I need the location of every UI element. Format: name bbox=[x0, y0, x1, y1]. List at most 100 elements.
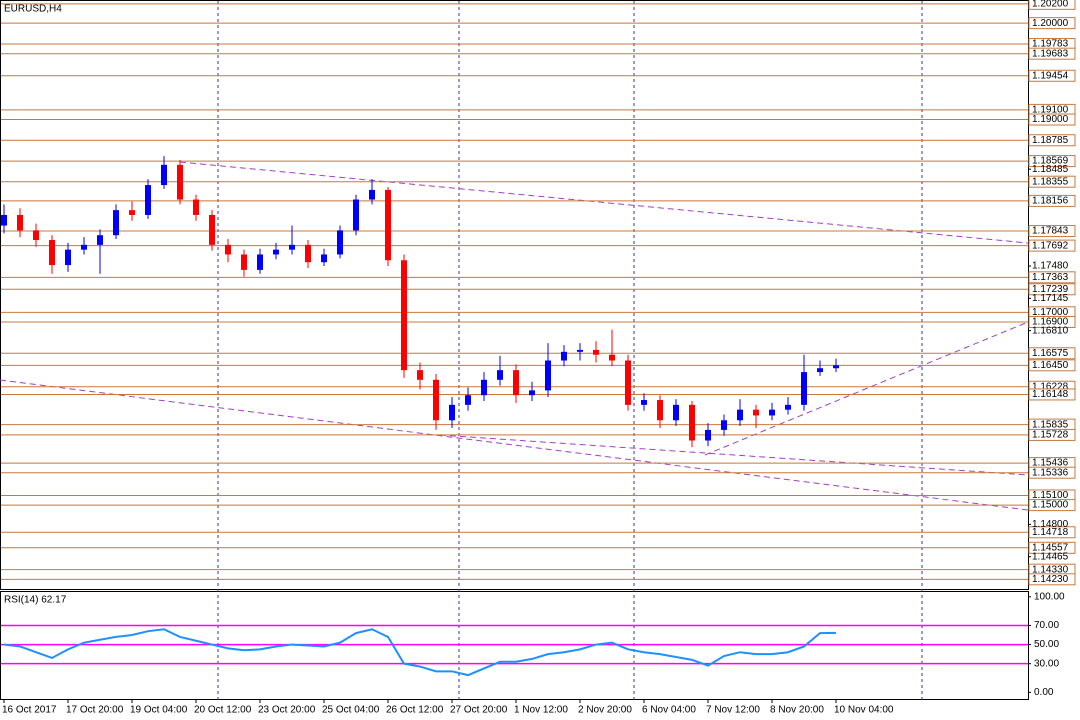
level-label-box bbox=[1028, 175, 1076, 188]
candle-body bbox=[305, 244, 311, 263]
trend-lines bbox=[0, 161, 1029, 511]
level-label: 1.16450 bbox=[1032, 360, 1069, 371]
candle-body bbox=[513, 370, 519, 396]
rsi-title: RSI(14) 62.17 bbox=[4, 595, 67, 606]
candle-body bbox=[785, 404, 791, 410]
candle-body bbox=[833, 365, 839, 369]
price-pane bbox=[0, 0, 1029, 590]
level-label: 1.18785 bbox=[1032, 135, 1069, 146]
candle-body bbox=[481, 379, 487, 396]
candle-body bbox=[593, 349, 599, 355]
candle-body bbox=[273, 249, 279, 255]
x-tick-label: 27 Oct 20:00 bbox=[450, 705, 508, 716]
level-label-box bbox=[1028, 194, 1076, 207]
candle-body bbox=[625, 360, 631, 405]
candle-body bbox=[97, 235, 103, 245]
level-label: 1.18156 bbox=[1032, 196, 1069, 207]
candle-body bbox=[497, 370, 503, 380]
candle-body bbox=[385, 189, 391, 261]
candle-body bbox=[225, 244, 231, 255]
candle-body bbox=[81, 244, 87, 250]
level-label: 1.19100 bbox=[1032, 105, 1069, 116]
level-label: 1.17000 bbox=[1032, 307, 1069, 318]
candle-body bbox=[353, 199, 359, 231]
candle-body bbox=[1, 214, 7, 226]
candle-body bbox=[65, 249, 71, 266]
level-label-box bbox=[1028, 0, 1076, 10]
candle-body bbox=[433, 379, 439, 421]
y-tick-label: 1.18485 bbox=[1032, 164, 1069, 175]
level-label: 1.15436 bbox=[1032, 458, 1069, 469]
level-label: 1.14330 bbox=[1032, 564, 1069, 575]
candle-body bbox=[817, 368, 823, 373]
x-tick-label: 2 Nov 20:00 bbox=[578, 705, 632, 716]
x-tick-label: 6 Nov 04:00 bbox=[642, 705, 696, 716]
level-label-box bbox=[1028, 315, 1076, 328]
x-tick-label: 20 Oct 12:00 bbox=[194, 705, 252, 716]
level-label: 1.18355 bbox=[1032, 176, 1069, 187]
candle-body bbox=[609, 354, 615, 361]
level-label: 1.17843 bbox=[1032, 226, 1069, 237]
level-label-box bbox=[1028, 17, 1076, 30]
x-tick-label: 25 Oct 04:00 bbox=[322, 705, 380, 716]
candle-body bbox=[33, 230, 39, 241]
candle-body bbox=[689, 404, 695, 441]
candle-body bbox=[673, 404, 679, 421]
level-label: 1.17239 bbox=[1032, 284, 1069, 295]
level-label-box bbox=[1028, 499, 1076, 512]
level-label-box bbox=[1028, 573, 1076, 586]
level-label: 1.14230 bbox=[1032, 574, 1069, 585]
level-label-box bbox=[1028, 428, 1076, 441]
x-tick-label: 17 Oct 20:00 bbox=[66, 705, 124, 716]
x-tick-label: 7 Nov 12:00 bbox=[706, 705, 760, 716]
level-label-box bbox=[1028, 134, 1076, 147]
candle-body bbox=[193, 199, 199, 215]
candle-body bbox=[369, 189, 375, 200]
level-label: 1.15728 bbox=[1032, 430, 1069, 441]
y-tick-label: 1.16810 bbox=[1032, 325, 1069, 336]
candle-body bbox=[17, 214, 23, 231]
candle-body bbox=[417, 370, 423, 380]
x-tick-label: 19 Oct 04:00 bbox=[130, 705, 188, 716]
level-label: 1.15336 bbox=[1032, 467, 1069, 478]
y-tick-label: 0.00 bbox=[1034, 687, 1054, 698]
level-label: 1.19454 bbox=[1032, 70, 1069, 81]
candle-body bbox=[257, 254, 263, 270]
level-label: 1.14557 bbox=[1032, 542, 1069, 553]
candle-body bbox=[321, 254, 327, 263]
candle-body bbox=[705, 429, 711, 441]
candle-body bbox=[721, 420, 727, 430]
y-tick-label: 30.00 bbox=[1034, 658, 1059, 669]
level-label-box bbox=[1028, 69, 1076, 82]
level-label-box bbox=[1028, 113, 1076, 126]
rsi-line bbox=[3, 628, 837, 677]
y-tick-label: 1.17145 bbox=[1032, 293, 1069, 304]
level-label: 1.15100 bbox=[1032, 490, 1069, 501]
level-label-box bbox=[1028, 225, 1076, 238]
level-label: 1.19683 bbox=[1032, 48, 1069, 59]
candle-body bbox=[161, 164, 167, 186]
level-label: 1.18569 bbox=[1032, 156, 1069, 167]
y-tick-label: 1.14800 bbox=[1032, 519, 1069, 530]
candle-body bbox=[465, 395, 471, 405]
level-label: 1.19783 bbox=[1032, 39, 1069, 50]
candle-body bbox=[145, 185, 151, 215]
y-tick-label: 50.00 bbox=[1034, 639, 1059, 650]
level-label: 1.20000 bbox=[1032, 18, 1069, 29]
candle-body bbox=[337, 230, 343, 255]
level-label-box bbox=[1028, 47, 1076, 60]
candle-body bbox=[113, 210, 119, 236]
level-label: 1.19000 bbox=[1032, 114, 1069, 125]
trend-line bbox=[0, 379, 1029, 511]
level-label-box bbox=[1028, 359, 1076, 372]
level-label-box bbox=[1028, 466, 1076, 479]
level-label-box bbox=[1028, 283, 1076, 296]
candle-body bbox=[577, 349, 583, 352]
candle-body bbox=[129, 210, 135, 215]
candle-body bbox=[769, 409, 775, 416]
candle-body bbox=[289, 244, 295, 250]
level-label: 1.15835 bbox=[1032, 419, 1069, 430]
x-tick-label: 16 Oct 2017 bbox=[2, 705, 57, 716]
level-label: 1.17363 bbox=[1032, 272, 1069, 283]
